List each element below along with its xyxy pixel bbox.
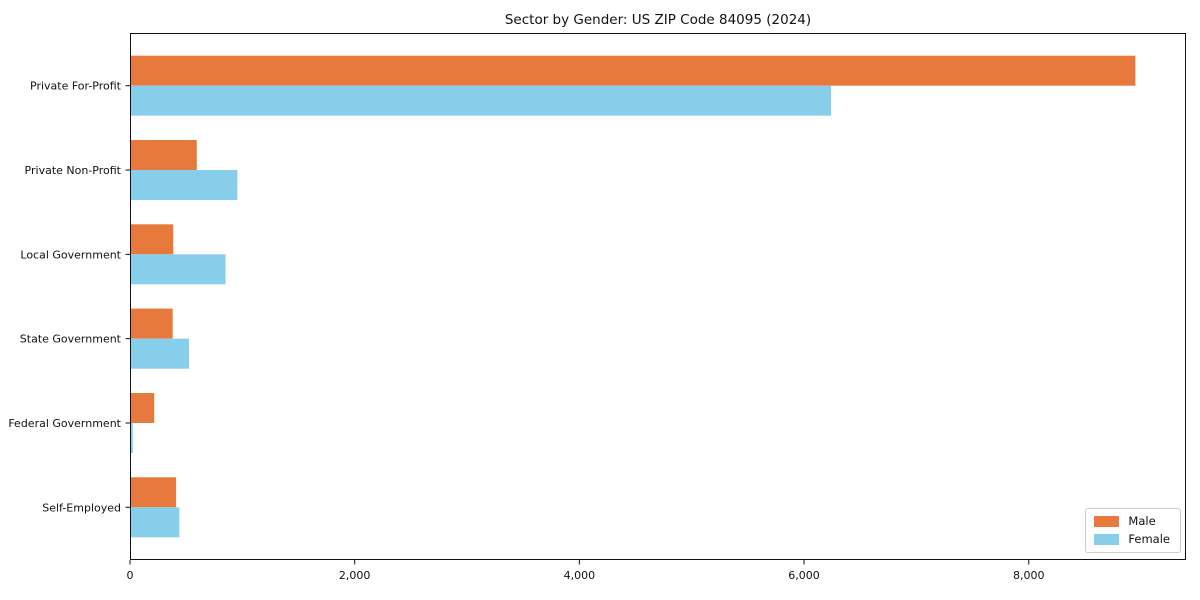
axes-box	[130, 33, 1186, 560]
male-legend-label: Male	[1128, 514, 1156, 528]
bar-female-4	[130, 423, 133, 453]
x-tick-label: 2,000	[339, 569, 371, 582]
legend: Male Female	[1085, 508, 1181, 553]
y-tick-label: Private For-Profit	[30, 80, 122, 93]
y-tick-label: State Government	[20, 333, 122, 346]
bar-male-2	[130, 224, 174, 255]
bar-female-2	[130, 254, 226, 285]
bar-male-0	[130, 55, 1136, 86]
legend-row-female: Female	[1094, 533, 1170, 546]
bar-male-3	[130, 308, 173, 339]
y-tick-label: Self-Employed	[42, 501, 121, 514]
bar-male-4	[130, 393, 155, 423]
bar-female-5	[130, 507, 180, 538]
legend-row-male: Male	[1094, 515, 1170, 528]
bar-male-1	[130, 140, 197, 170]
chart-title: Sector by Gender: US ZIP Code 84095 (202…	[504, 12, 812, 28]
x-tick-label: 4,000	[564, 569, 596, 582]
male-legend-swatch	[1094, 516, 1120, 527]
bar-female-3	[130, 338, 189, 369]
x-tick-label: 6,000	[788, 569, 820, 582]
x-tick-label: 0	[127, 569, 134, 582]
female-legend-swatch	[1094, 534, 1120, 545]
y-tick-label: Private Non-Profit	[25, 164, 122, 177]
bar-male-5	[130, 477, 177, 508]
y-tick-label: Federal Government	[8, 417, 121, 430]
bar-female-1	[130, 170, 238, 200]
y-tick-label: Local Government	[20, 248, 121, 261]
x-tick-label: 8,000	[1013, 569, 1045, 582]
female-legend-label: Female	[1128, 532, 1170, 546]
bar-female-0	[130, 85, 831, 116]
